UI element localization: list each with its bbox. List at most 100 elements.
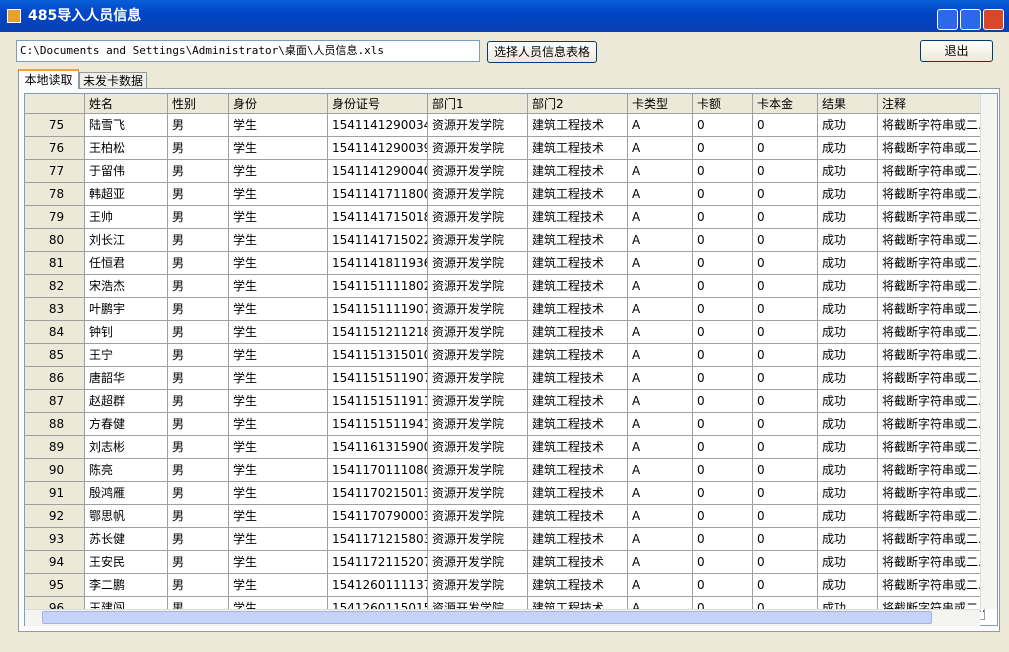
table-cell: 陈亮	[85, 459, 168, 482]
exit-button[interactable]: 退出	[920, 40, 993, 62]
table-cell: 男	[168, 505, 229, 528]
table-cell: 男	[168, 137, 229, 160]
table-cell: 资源开发学院	[428, 137, 528, 160]
table-cell: 资源开发学院	[428, 390, 528, 413]
table-cell: 15411515119074	[328, 367, 428, 390]
row-header: 75	[25, 114, 85, 137]
table-cell: 0	[753, 367, 818, 390]
table-cell: 鄂思帆	[85, 505, 168, 528]
table-cell: A	[628, 482, 693, 505]
table-cell: 15411712158037	[328, 528, 428, 551]
table-cell: 15411412900391	[328, 137, 428, 160]
row-header: 88	[25, 413, 85, 436]
table-cell: 建筑工程技术	[528, 183, 628, 206]
table-cell: A	[628, 229, 693, 252]
table-cell: 男	[168, 574, 229, 597]
table-cell: 0	[693, 574, 753, 597]
table-cell: 学生	[229, 298, 328, 321]
column-header: 卡本金	[753, 94, 818, 114]
table-cell: 0	[753, 459, 818, 482]
table-cell: 0	[753, 436, 818, 459]
table-cell: 学生	[229, 459, 328, 482]
table-cell: 成功	[818, 459, 878, 482]
table-cell: 资源开发学院	[428, 114, 528, 137]
table-cell: 15411707900034	[328, 505, 428, 528]
close-button[interactable]	[983, 9, 1004, 30]
table-cell: 将截断字符串或二...	[878, 298, 985, 321]
table-cell: 0	[753, 528, 818, 551]
table-cell: 建筑工程技术	[528, 574, 628, 597]
row-header: 76	[25, 137, 85, 160]
maximize-button[interactable]	[960, 9, 981, 30]
table-cell: 0	[753, 551, 818, 574]
table-cell: 0	[753, 390, 818, 413]
table-cell: 男	[168, 321, 229, 344]
table-cell: 学生	[229, 367, 328, 390]
table-cell: 将截断字符串或二...	[878, 436, 985, 459]
table-cell: 建筑工程技术	[528, 160, 628, 183]
tab[interactable]: 本地读取	[18, 69, 79, 89]
table-cell: 0	[693, 367, 753, 390]
table-cell: 李二鹏	[85, 574, 168, 597]
table-cell: 男	[168, 482, 229, 505]
table-cell: 成功	[818, 390, 878, 413]
table-cell: 学生	[229, 183, 328, 206]
choose-button[interactable]: 选择人员信息表格	[487, 41, 597, 63]
table-cell: 15411412900341	[328, 114, 428, 137]
table-cell: A	[628, 574, 693, 597]
row-header: 91	[25, 482, 85, 505]
table-cell: 建筑工程技术	[528, 413, 628, 436]
minimize-button[interactable]	[937, 9, 958, 30]
table-cell: A	[628, 137, 693, 160]
vertical-scrollbar[interactable]	[980, 94, 997, 609]
table-cell: 成功	[818, 229, 878, 252]
table-cell: 成功	[818, 252, 878, 275]
table-cell: 将截断字符串或二...	[878, 206, 985, 229]
tab[interactable]: 未发卡数据	[79, 72, 147, 89]
table-cell: 资源开发学院	[428, 160, 528, 183]
table-cell: A	[628, 390, 693, 413]
table-cell: 资源开发学院	[428, 551, 528, 574]
column-header: 注释	[878, 94, 985, 114]
table-cell: A	[628, 298, 693, 321]
table-cell: 将截断字符串或二...	[878, 482, 985, 505]
row-header: 86	[25, 367, 85, 390]
table-cell: A	[628, 505, 693, 528]
table-cell: 15411513150101	[328, 344, 428, 367]
path-input[interactable]: C:\Documents and Settings\Administrator\…	[16, 40, 480, 62]
table-cell: 0	[693, 436, 753, 459]
table-cell: 任恒君	[85, 252, 168, 275]
table-cell: 男	[168, 229, 229, 252]
table-cell: 建筑工程技术	[528, 206, 628, 229]
table-cell: 15411511118026	[328, 275, 428, 298]
table-cell: 0	[753, 183, 818, 206]
table-cell: 建筑工程技术	[528, 459, 628, 482]
table-cell: 男	[168, 528, 229, 551]
row-header: 83	[25, 298, 85, 321]
table-cell: 方春健	[85, 413, 168, 436]
table-cell: 刘志彬	[85, 436, 168, 459]
table-cell: 0	[753, 206, 818, 229]
table-cell: 0	[753, 574, 818, 597]
table-cell: A	[628, 367, 693, 390]
table-cell: 男	[168, 160, 229, 183]
table-cell: 0	[693, 275, 753, 298]
column-header: 身份证号	[328, 94, 428, 114]
table-cell: 15411702150133	[328, 482, 428, 505]
table-cell: 将截断字符串或二...	[878, 229, 985, 252]
table-cell: 15411418119369	[328, 252, 428, 275]
table-cell: A	[628, 183, 693, 206]
table-cell: 资源开发学院	[428, 229, 528, 252]
table-cell: 男	[168, 551, 229, 574]
table-cell: 男	[168, 183, 229, 206]
table-cell: A	[628, 344, 693, 367]
table-cell: 0	[753, 137, 818, 160]
table-cell: 学生	[229, 344, 328, 367]
table-cell: 刘长江	[85, 229, 168, 252]
table-cell: 0	[693, 551, 753, 574]
table-cell: 建筑工程技术	[528, 114, 628, 137]
column-header: 卡额	[693, 94, 753, 114]
scroll-thumb[interactable]	[42, 611, 932, 624]
table-cell: 0	[753, 298, 818, 321]
table-cell: 唐韶华	[85, 367, 168, 390]
